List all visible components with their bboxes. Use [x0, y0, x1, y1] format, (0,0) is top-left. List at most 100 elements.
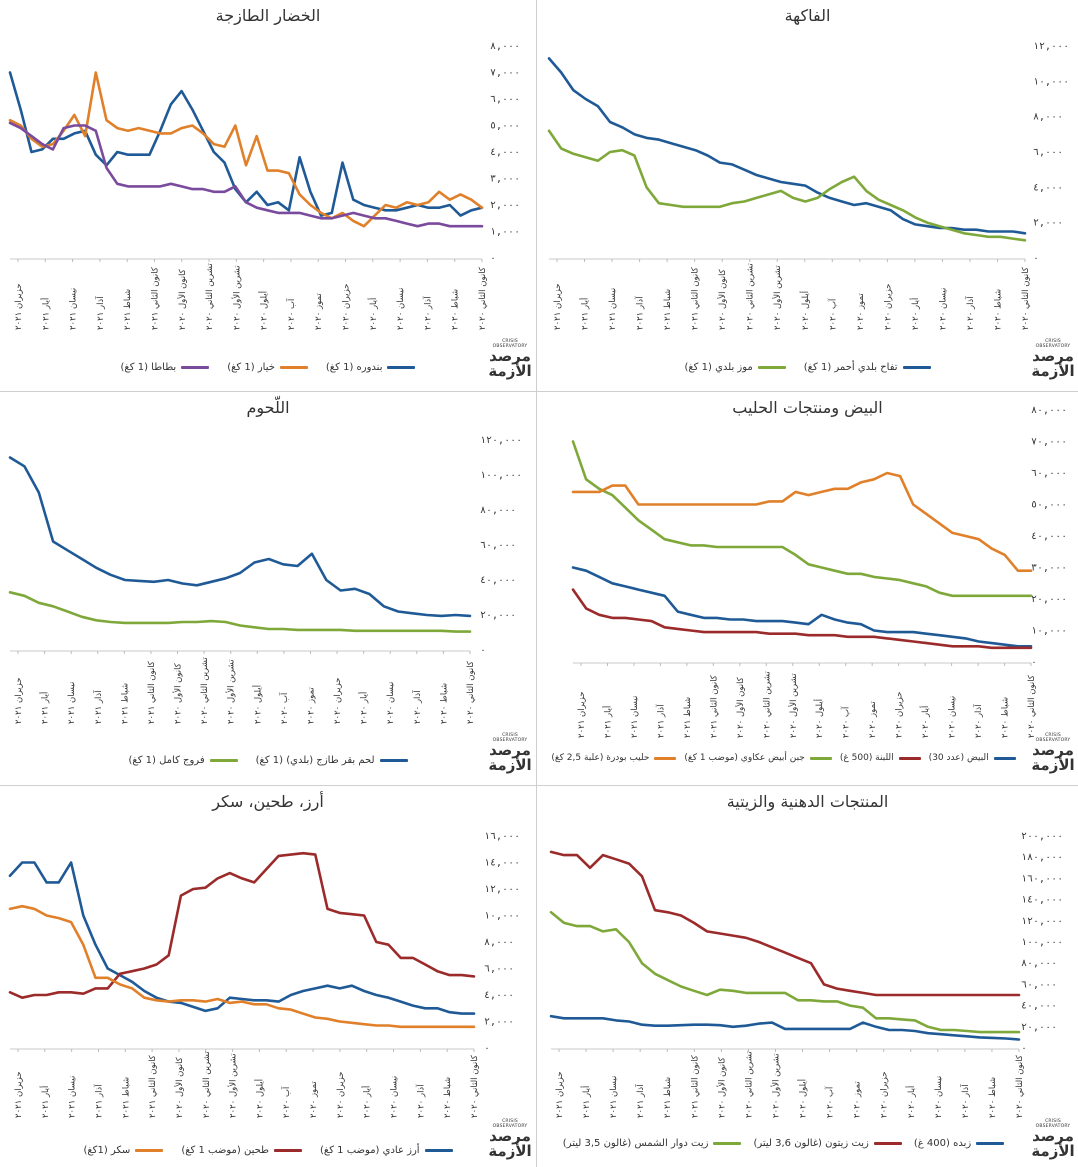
- x-tick-label: نيسان ٢٠٢٠: [934, 1076, 944, 1118]
- x-tick-label: أيار ٢٠٢١: [601, 706, 613, 738]
- y-tick-label: ٠: [1033, 253, 1039, 264]
- legend-label: زيت دوار الشمس (غالون 3,5 ليتر): [562, 1138, 709, 1149]
- y-tick-label: ٤,٠٠٠: [484, 990, 514, 1001]
- logo-text: CRISIS OBSERVATORY: [1035, 1119, 1071, 1129]
- y-tick-label: ٢٠,٠٠٠: [1021, 1022, 1057, 1033]
- logo-text: CRISIS OBSERVATORY: [492, 1119, 528, 1129]
- x-tick-label: أيلول ٢٠٢٠: [799, 291, 811, 330]
- chart-title: أرز، طحين، سكر: [212, 792, 324, 811]
- y-tick-label: ١٨٠,٠٠٠: [1021, 852, 1063, 863]
- chart-title: البيض ومنتجات الحليب: [732, 398, 883, 417]
- chart-panel-fresh-vegetables: الخضار الطازجة ٨,٠٠٠ ٧,٠٠٠ ٦,٠٠٠ ٥,٠٠٠ ٤,٠٠٠…: [0, 0, 536, 391]
- line-chart-fresh-vegetables: ٨,٠٠٠ ٧,٠٠٠ ٦,٠٠٠ ٥,٠٠٠ ٤,٠٠٠ ٣,٠٠٠ ٢,٠٠٠ ١,٠٠٠…: [8, 41, 520, 330]
- x-tick-label: كانون الأول ٢٠٢٠: [173, 662, 184, 724]
- y-tick-label: ٠: [480, 645, 486, 656]
- x-tick-label: حزيران ٢٠٢١: [14, 677, 24, 724]
- crisis-observatory-logo: CRISIS OBSERVATORY مرصد الأزمة: [1029, 1119, 1077, 1160]
- legend-item: البيض (عدد 30): [929, 753, 1016, 763]
- chart-panel-eggs-dairy: البيض ومنتجات الحليب ٨٠,٠٠٠ ٧٠,٠٠٠ ٦٠,٠٠٠ ٥…: [537, 392, 1078, 785]
- chart-legend: أرز عادي (موضب 1 كغ) طحين (موضب 1 كغ) سك…: [0, 1145, 536, 1156]
- line-chart-fats-oils: ٢٠٠,٠٠٠ ١٨٠,٠٠٠ ١٦٠,٠٠٠ ١٤٠,٠٠٠ ١٢٠,٠٠٠ ١٠٠,٠…: [549, 831, 1063, 1118]
- x-tick-label: حزيران ٢٠٢٠: [883, 283, 893, 330]
- x-tick-label: أيار ٢٠٢١: [579, 298, 591, 330]
- y-tick-label: ٨٠,٠٠٠: [480, 505, 516, 516]
- x-tick-label: آب ٢٠٢٠: [280, 1086, 292, 1118]
- x-tick-label: كانون الثاني ٢٠٢٠: [478, 266, 488, 330]
- x-tick-label: آذار ٢٠٢٠: [972, 704, 984, 738]
- x-tick-label: تشرين الأول ٢٠٢٠: [226, 659, 237, 724]
- series-line-2: [549, 850, 1021, 997]
- series-line-1: [8, 456, 472, 618]
- x-tick-label: حزيران ٢٠٢١: [555, 1071, 565, 1118]
- x-tick-label: آذار ٢٠٢٠: [414, 1084, 426, 1118]
- x-tick-label: تشرين الأول ٢٠٢٠: [228, 1053, 239, 1118]
- y-tick-label: ٧٠,٠٠٠: [1031, 437, 1067, 448]
- crisis-observatory-logo: CRISIS OBSERVATORY مرصد الأزمة: [486, 733, 534, 773]
- x-tick-label: نيسان ٢٠٢٠: [386, 682, 396, 724]
- panel-divider-horizontal-2: [0, 785, 1078, 786]
- y-tick-label: ٤,٠٠٠: [490, 147, 520, 158]
- x-tick-label: حزيران ٢٠٢١: [14, 283, 24, 330]
- legend-swatch: [387, 366, 416, 369]
- x-tick-label: تموز ٢٠٢٠: [309, 1081, 319, 1118]
- x-tick-label: شباط ٢٠٢١: [121, 1077, 131, 1118]
- line-chart-meat: ١٢٠,٠٠٠ ١٠٠,٠٠٠ ٨٠,٠٠٠ ٦٠,٠٠٠ ٤٠,٠٠٠ ٢٠,٠٠٠ ٠ ح…: [8, 435, 522, 724]
- logo-text: CRISIS OBSERVATORY: [492, 733, 528, 743]
- x-tick-label: نيسان ٢٠٢٠: [938, 288, 948, 330]
- x-tick-label: أيلول ٢٠٢٠: [253, 1079, 265, 1118]
- legend-swatch: [424, 1149, 453, 1152]
- crisis-observatory-logo: CRISIS OBSERVATORY مرصد الأزمة: [486, 1119, 534, 1159]
- chart-panel-meat: اللّحوم ١٢٠,٠٠٠ ١٠٠,٠٠٠ ٨٠,٠٠٠ ٦٠,٠٠٠ ٤٠,٠٠٠…: [0, 392, 536, 785]
- x-tick-label: حزيران ٢٠٢١: [577, 691, 587, 738]
- y-tick-label: ١٤,٠٠٠: [484, 858, 520, 869]
- x-tick-label: حزيران ٢٠٢٠: [336, 1071, 346, 1118]
- x-tick-label: نيسان ٢٠٢١: [630, 696, 640, 738]
- chart-panel-fats-oils: المنتجات الدهنية والزيتية ٢٠٠,٠٠٠ ١٨٠,٠٠٠…: [537, 786, 1078, 1167]
- x-tick-label: أيلول ٢٠٢٠: [797, 1079, 809, 1118]
- series-line-4: [571, 471, 1033, 572]
- legend-label: اللبنة (500 غ): [839, 753, 894, 763]
- y-tick-label: ٢٠,٠٠٠: [480, 610, 516, 621]
- x-tick-label: تشرين الثاني ٢٠٢٠: [744, 1051, 754, 1118]
- series-line-1: [8, 71, 484, 217]
- legend-swatch: [654, 756, 677, 760]
- y-tick-label: ٨٠,٠٠٠: [1021, 958, 1057, 969]
- x-tick-label: آب ٢٠٢٠: [840, 706, 852, 738]
- legend-label: لحم بقر طازج (بلدي) (1 كغ): [255, 755, 375, 766]
- x-tick-label: حزيران ٢٠٢١: [14, 1071, 24, 1118]
- x-tick-label: نيسان ٢٠٢١: [67, 682, 77, 724]
- x-tick-label: تشرين الثاني ٢٠٢٠: [762, 671, 772, 738]
- y-tick-label: ٢٠٠,٠٠٠: [1021, 831, 1063, 842]
- y-tick-label: ٠: [484, 1043, 490, 1054]
- line-chart-fruit: ١٢,٠٠٠ ١٠,٠٠٠ ٨,٠٠٠ ٦,٠٠٠ ٤,٠٠٠ ٢,٠٠٠ ٠ حزيران …: [547, 41, 1069, 330]
- x-tick-label: أيار ٢٠٢٠: [905, 1086, 917, 1118]
- legend-label: فروج كامل (1 كغ): [128, 755, 205, 766]
- series-line-2: [571, 588, 1033, 650]
- series-line-3: [8, 121, 484, 228]
- x-tick-label: تشرين الأول ٢٠٢٠: [772, 265, 783, 330]
- x-tick-label: آب ٢٠٢٠: [278, 692, 290, 724]
- chart-panel-fruit: الفاكهة ١٢,٠٠٠ ١٠,٠٠٠ ٨,٠٠٠ ٦,٠٠٠ ٤,٠٠٠ ٢,٠٠٠…: [537, 0, 1078, 391]
- y-tick-label: ٥٠,٠٠٠: [1031, 500, 1067, 511]
- x-tick-label: نيسان ٢٠٢٠: [396, 288, 406, 330]
- legend-swatch: [898, 756, 921, 760]
- x-tick-label: كانون الثاني ٢٠٢٠: [470, 1054, 480, 1118]
- chart-legend: لحم بقر طازج (بلدي) (1 كغ) فروج كامل (1 …: [0, 755, 536, 766]
- logo-arabic: مرصد الأزمة: [1031, 1127, 1075, 1160]
- x-tick-label: كانون الأول ٢٠٢٠: [735, 676, 746, 738]
- x-tick-label: شباط ٢٠٢١: [123, 289, 133, 330]
- x-tick-label: كانون الأول ٢٠٢٠: [717, 268, 728, 330]
- y-tick-label: ١٢٠,٠٠٠: [480, 435, 522, 446]
- legend-item: لحم بقر طازج (بلدي) (1 كغ): [256, 755, 408, 766]
- x-tick-label: شباط ٢٠٢٠: [439, 683, 449, 724]
- x-tick-label: نيسان ٢٠٢٠: [948, 696, 958, 738]
- chart-title: الخضار الطازجة: [215, 6, 321, 25]
- logo-arabic: مرصد الأزمة: [1031, 347, 1075, 380]
- legend-swatch: [274, 1149, 302, 1152]
- chart-legend: زبده (400 غ) زيت زيتون (غالون 3,6 ليتر) …: [537, 1138, 1030, 1149]
- x-tick-label: كانون الثاني ٢٠٢٠: [1027, 674, 1037, 738]
- legend-item: أرز عادي (موضب 1 كغ): [320, 1145, 453, 1156]
- x-tick-label: شباط ٢٠٢٠: [993, 289, 1003, 330]
- y-tick-label: ١٢٠,٠٠٠: [1021, 916, 1063, 927]
- x-tick-label: نيسان ٢٠٢١: [609, 1076, 619, 1118]
